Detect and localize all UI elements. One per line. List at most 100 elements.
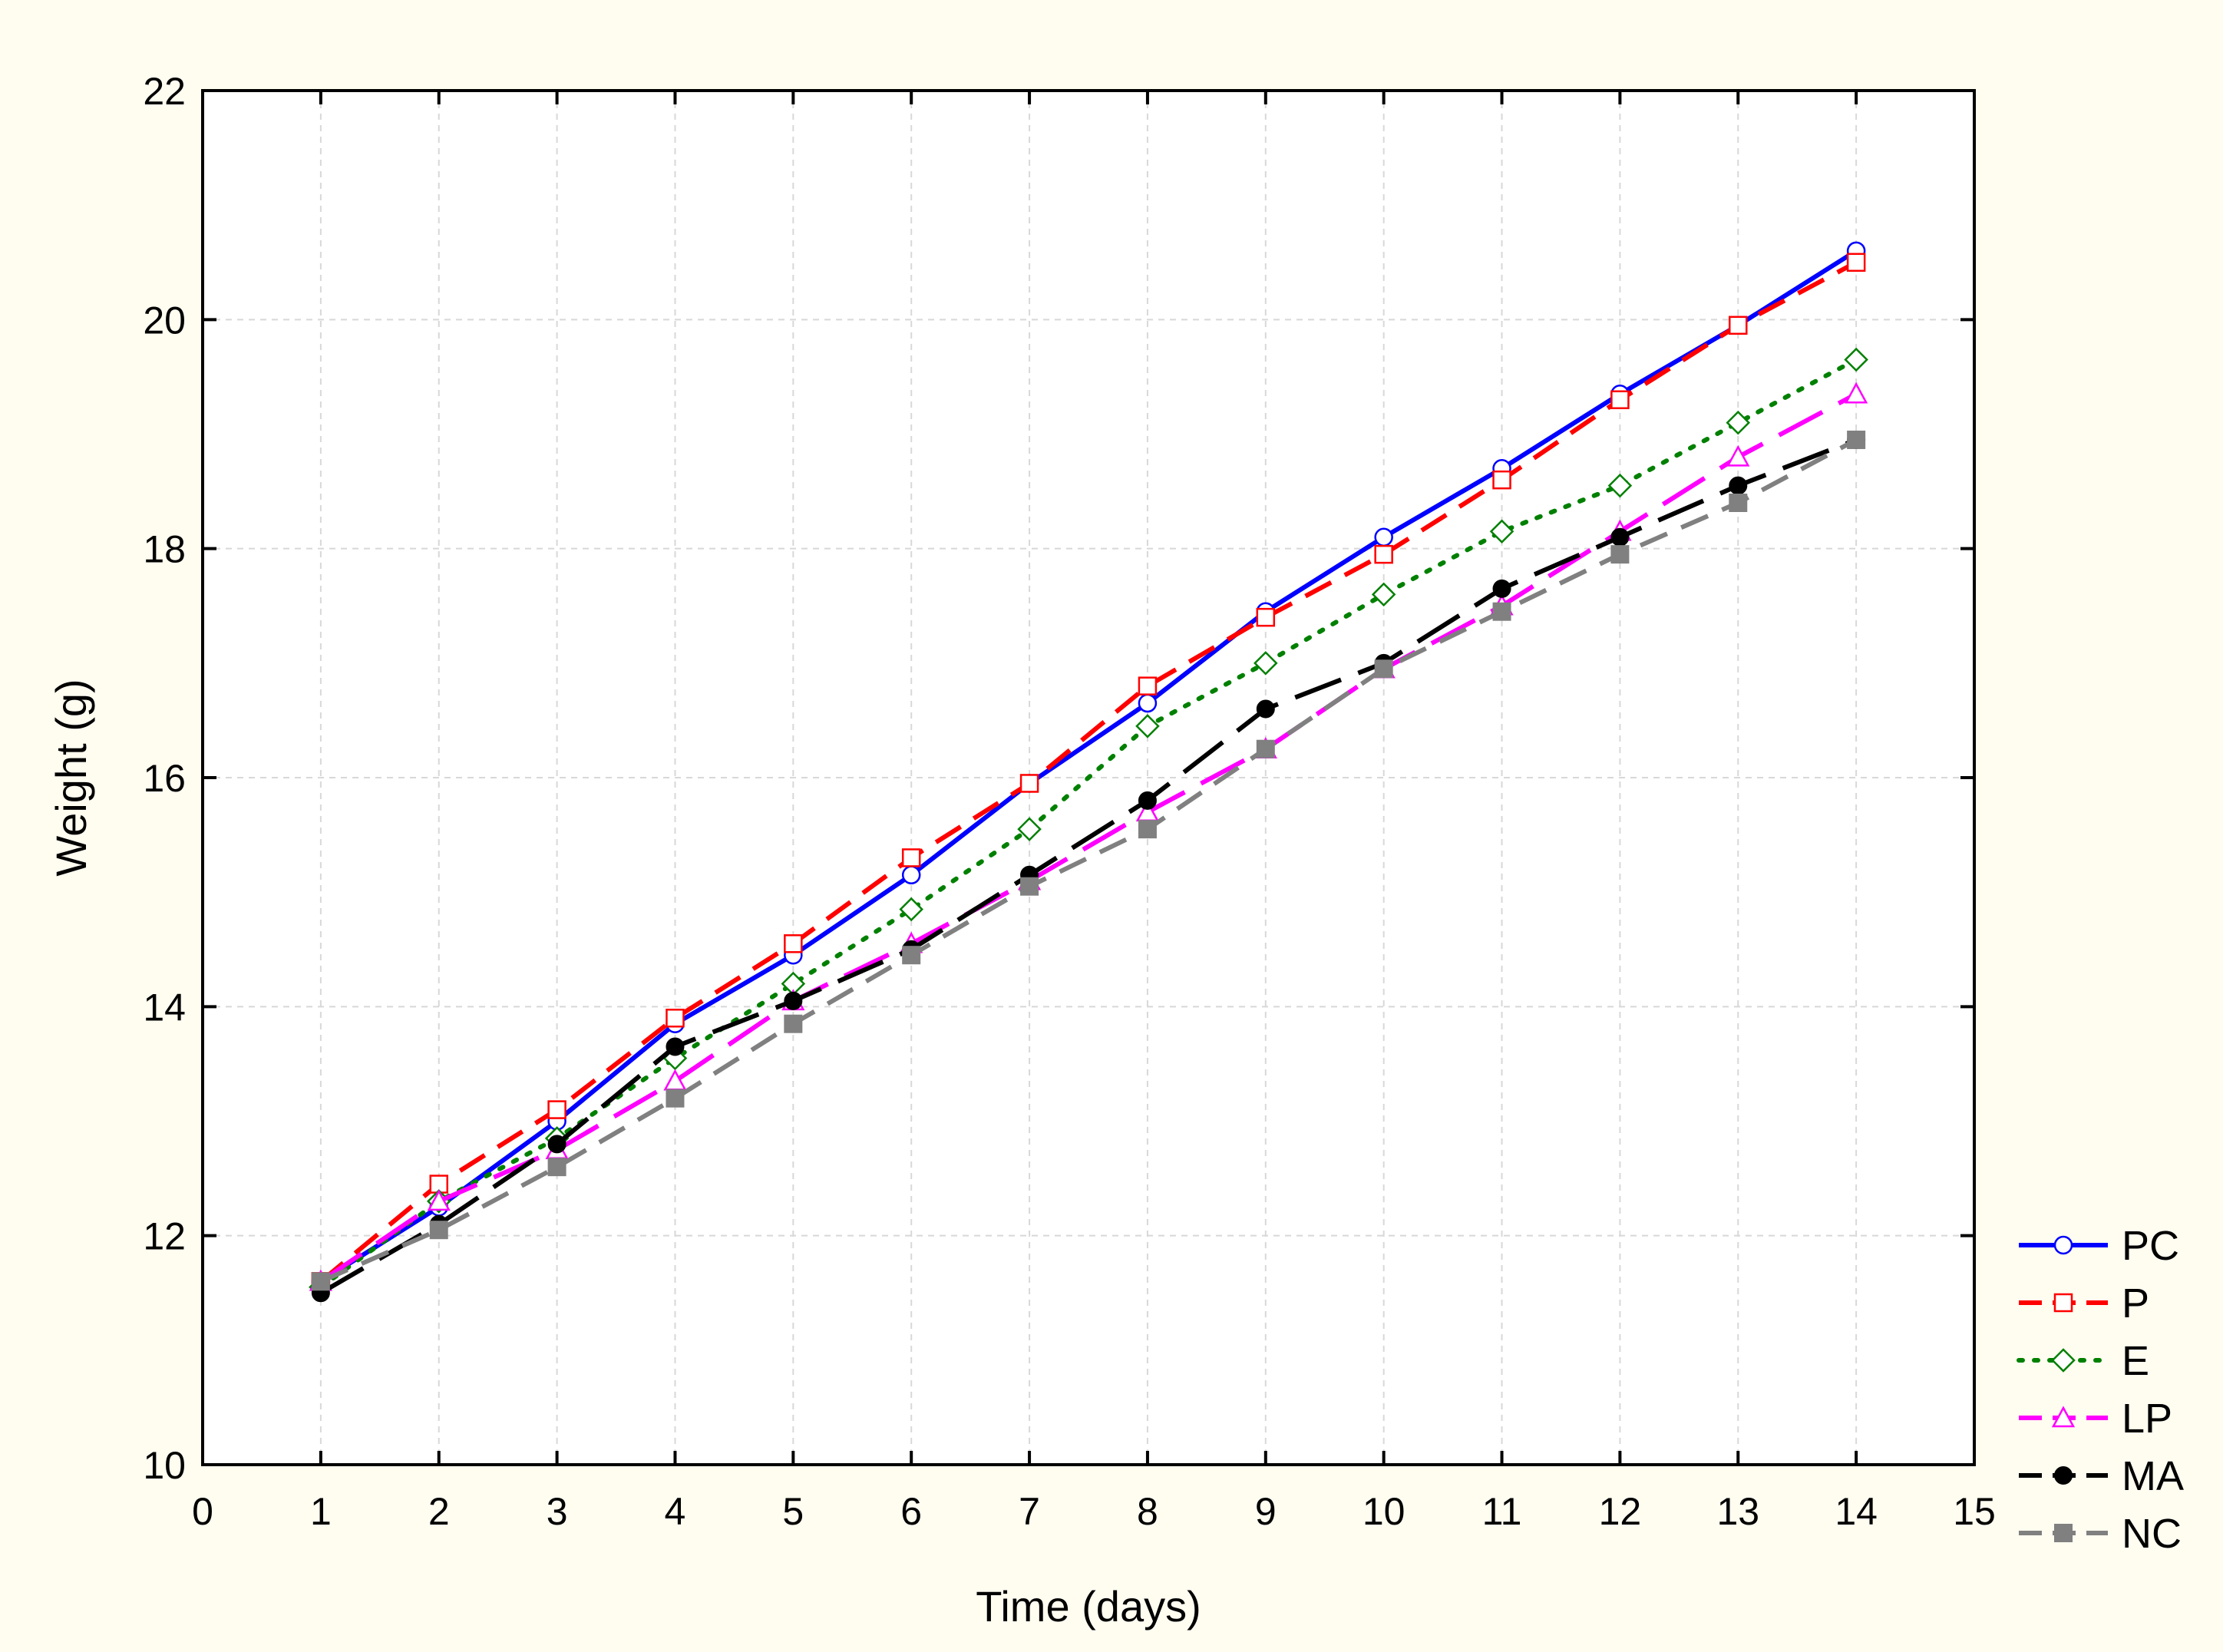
x-tick-label: 4 bbox=[665, 1490, 686, 1533]
data-point-nc bbox=[902, 946, 921, 965]
x-tick-labels: 0 1 2 3 4 5 6 7 8 9 10 11 12 13 14 15 bbox=[192, 1490, 1996, 1533]
legend-item-p: P bbox=[2019, 1280, 2149, 1327]
x-tick-label: 9 bbox=[1255, 1490, 1277, 1533]
data-point-nc bbox=[1374, 659, 1393, 679]
data-point-e bbox=[899, 897, 923, 922]
data-point-nc bbox=[784, 1014, 803, 1033]
data-point-ma bbox=[1610, 527, 1630, 547]
legend-item-nc: NC bbox=[2019, 1511, 2182, 1557]
y-axis-label: Weight (g) bbox=[47, 679, 95, 876]
data-point-p bbox=[1019, 774, 1039, 793]
x-tick-label: 8 bbox=[1137, 1490, 1158, 1533]
data-point-p bbox=[1138, 676, 1158, 695]
x-axis-label: Time (days) bbox=[976, 1582, 1201, 1631]
data-point-e bbox=[1489, 519, 1514, 544]
x-tick-label: 0 bbox=[192, 1490, 213, 1533]
data-point-ma bbox=[784, 991, 803, 1010]
legend-label: NC bbox=[2122, 1511, 2182, 1557]
legend-marker bbox=[2051, 1406, 2076, 1428]
y-tick-labels: 10 12 14 16 18 20 22 bbox=[143, 70, 186, 1487]
data-point-lp bbox=[427, 1189, 451, 1211]
legend-label: MA bbox=[2122, 1453, 2184, 1499]
legend: PC PE LP MA NC bbox=[2017, 1223, 2184, 1557]
data-point-nc bbox=[1847, 430, 1866, 449]
y-tick-label: 14 bbox=[143, 986, 186, 1029]
data-point-nc bbox=[547, 1158, 566, 1177]
y-tick-label: 22 bbox=[143, 70, 186, 113]
series-nc bbox=[311, 430, 1866, 1291]
x-tick-label: 6 bbox=[900, 1490, 922, 1533]
y-tick-label: 18 bbox=[143, 528, 186, 571]
data-point-e bbox=[1254, 651, 1278, 676]
y-tick-label: 12 bbox=[143, 1215, 186, 1258]
legend-marker bbox=[2053, 1235, 2073, 1255]
y-tick-label: 10 bbox=[143, 1444, 186, 1487]
data-point-p bbox=[1610, 390, 1630, 409]
plot-border bbox=[201, 89, 1976, 1466]
data-point-p bbox=[1492, 470, 1511, 490]
data-point-p bbox=[1846, 253, 1866, 272]
legend-label: E bbox=[2122, 1338, 2149, 1384]
data-point-nc bbox=[1492, 602, 1511, 621]
x-tick-label: 7 bbox=[1019, 1490, 1040, 1533]
data-point-e bbox=[1607, 473, 1633, 498]
data-point-e bbox=[1844, 347, 1868, 372]
data-point-p bbox=[666, 1009, 685, 1028]
series-line-p bbox=[319, 260, 1858, 1284]
x-tick-label: 15 bbox=[1953, 1490, 1996, 1533]
y-tick-label: 20 bbox=[143, 299, 186, 342]
series-group bbox=[309, 241, 1868, 1303]
data-point-p bbox=[1729, 316, 1748, 335]
data-point-nc bbox=[1610, 545, 1630, 564]
legend-marker bbox=[2053, 1293, 2073, 1313]
data-point-p bbox=[547, 1100, 566, 1119]
data-point-e bbox=[1017, 817, 1042, 841]
data-point-ma bbox=[1256, 699, 1275, 719]
data-point-p bbox=[1374, 544, 1393, 564]
data-point-e bbox=[1726, 410, 1751, 435]
x-tick-label: 1 bbox=[310, 1490, 332, 1533]
series-line-e bbox=[318, 357, 1859, 1290]
data-point-p bbox=[784, 934, 803, 953]
data-point-nc bbox=[1256, 739, 1275, 758]
legend-marker bbox=[2054, 1466, 2073, 1485]
x-tick-label: 2 bbox=[428, 1490, 450, 1533]
series-line-nc bbox=[319, 438, 1858, 1284]
data-point-pc bbox=[1374, 527, 1393, 547]
data-point-lp bbox=[1726, 444, 1750, 467]
x-tick-label: 5 bbox=[782, 1490, 804, 1533]
x-tick-label: 10 bbox=[1363, 1490, 1405, 1533]
legend-label: PC bbox=[2122, 1223, 2179, 1269]
data-point-ma bbox=[1729, 476, 1748, 495]
data-point-nc bbox=[1729, 494, 1748, 512]
data-point-nc bbox=[311, 1272, 330, 1291]
x-tick-label: 3 bbox=[547, 1490, 568, 1533]
data-point-lp bbox=[1845, 382, 1868, 404]
data-point-nc bbox=[1020, 877, 1039, 896]
x-tick-label: 11 bbox=[1482, 1490, 1522, 1533]
series-line-pc bbox=[319, 249, 1858, 1284]
data-point-e bbox=[1135, 714, 1160, 738]
x-tick-label: 14 bbox=[1835, 1490, 1878, 1533]
legend-item-lp: LP bbox=[2019, 1396, 2172, 1442]
data-point-e bbox=[1371, 582, 1396, 607]
series-line-ma bbox=[319, 438, 1858, 1295]
legend-marker bbox=[2051, 1348, 2076, 1373]
legend-marker bbox=[2054, 1524, 2073, 1542]
data-point-p bbox=[901, 848, 921, 867]
data-point-nc bbox=[666, 1089, 685, 1108]
data-point-ma bbox=[666, 1037, 685, 1056]
data-point-ma bbox=[1492, 579, 1511, 598]
legend-item-e: E bbox=[2017, 1338, 2149, 1384]
data-point-ma bbox=[1138, 791, 1157, 810]
legend-item-ma: MA bbox=[2019, 1453, 2184, 1499]
data-point-ma bbox=[547, 1135, 566, 1154]
data-point-nc bbox=[1138, 820, 1157, 839]
legend-item-pc: PC bbox=[2019, 1223, 2179, 1269]
legend-label: P bbox=[2122, 1280, 2149, 1327]
y-tick-label: 16 bbox=[143, 757, 186, 800]
series-line-lp bbox=[319, 392, 1858, 1284]
x-tick-label: 13 bbox=[1716, 1490, 1759, 1533]
data-point-p bbox=[1256, 607, 1276, 627]
